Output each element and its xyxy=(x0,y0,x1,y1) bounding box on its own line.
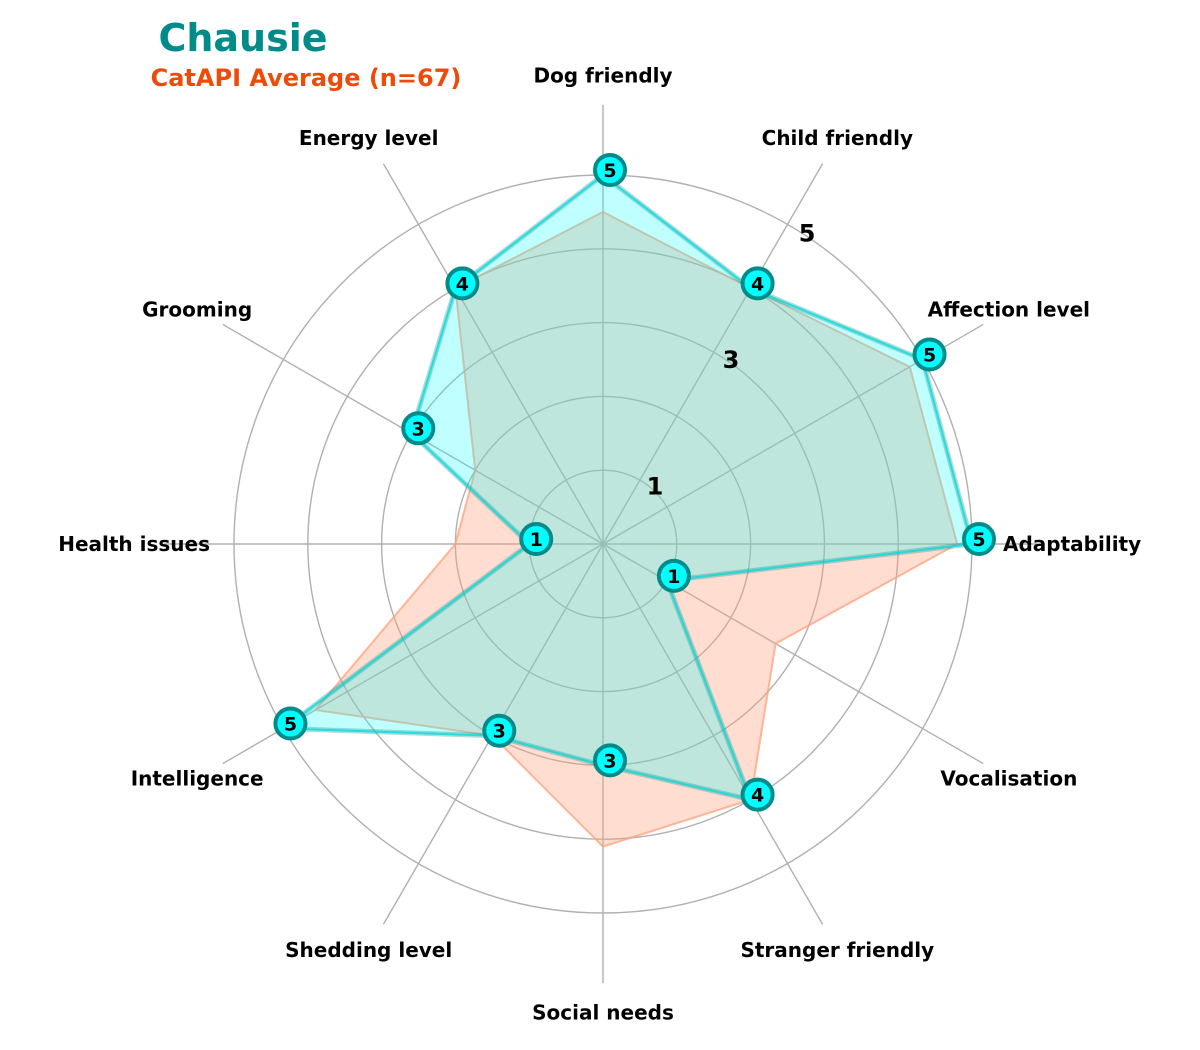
series-0-point-2: 4 xyxy=(740,266,775,301)
series-0-marker-3 xyxy=(593,153,627,187)
axis-label-3: Dog friendly xyxy=(533,63,672,87)
series-0-marker-10 xyxy=(740,777,775,812)
series-0-point-6: 1 xyxy=(519,522,554,556)
chart-title: Chausie xyxy=(158,16,327,60)
series-0-point-11: 1 xyxy=(656,558,691,593)
series-0-marker-7 xyxy=(273,706,308,741)
axis-label-0: Adaptability xyxy=(1003,532,1141,556)
axis-label-9: Social needs xyxy=(532,1001,674,1025)
series-0-point-3: 5 xyxy=(593,153,627,187)
ring-label-0: 1 xyxy=(647,473,664,501)
series-0-point-7: 5 xyxy=(273,706,308,741)
series-0-point-8: 3 xyxy=(482,713,517,748)
series-0-point-9: 3 xyxy=(593,743,627,778)
series-0-marker-8 xyxy=(482,713,517,748)
axis-label-5: Grooming xyxy=(142,298,252,322)
series-0-point-0: 5 xyxy=(962,522,996,556)
series-0-value-label-1: 5 xyxy=(923,345,936,367)
axis-label-1: Affection level xyxy=(928,298,1090,322)
series-0-value-label-10: 4 xyxy=(751,785,764,807)
series-0-value-label-7: 5 xyxy=(284,714,297,736)
ring-label-1: 3 xyxy=(723,346,740,374)
series-0-marker-0 xyxy=(962,522,996,556)
series-0-marker-1 xyxy=(912,337,947,372)
axis-label-8: Shedding level xyxy=(285,938,452,962)
series-0-value-label-11: 1 xyxy=(667,566,680,588)
series-0-area xyxy=(282,174,973,801)
series-0-marker-4 xyxy=(445,266,480,301)
axis-label-2: Child friendly xyxy=(762,126,913,150)
grid-spoke-2 xyxy=(602,163,824,545)
axis-label-7: Intelligence xyxy=(131,766,264,790)
series-0-marker-6 xyxy=(519,522,554,556)
series-0-value-label-2: 4 xyxy=(751,273,764,295)
series-0-value-label-5: 3 xyxy=(412,418,425,440)
series-0-value-label-6: 1 xyxy=(530,529,543,551)
ring-label-2: 5 xyxy=(799,220,816,248)
axis-label-11: Vocalisation xyxy=(940,766,1077,790)
axis-label-10: Stranger friendly xyxy=(740,938,934,962)
series-0-value-label-9: 3 xyxy=(603,750,616,772)
grid-spoke-4 xyxy=(382,163,604,545)
series-0-marker-11 xyxy=(656,558,691,593)
axis-labels: Adaptability Affection level Child friendl… xyxy=(58,63,1141,1024)
series-layer: 5 5 4 5 4 3 1 5 3 3 4 1 xyxy=(273,153,996,848)
series-0-value-label-4: 4 xyxy=(456,273,469,295)
series-0-point-5: 3 xyxy=(401,411,436,446)
series-0-value-label-3: 5 xyxy=(603,160,616,182)
axis-label-4: Energy level xyxy=(299,126,439,150)
radar-grid xyxy=(163,104,1043,984)
series-0-value-label-8: 3 xyxy=(493,721,506,743)
grid-spoke-10 xyxy=(602,543,824,925)
series-0-point-1: 5 xyxy=(912,337,947,372)
chart-subtitle: CatAPI Average (n=67) xyxy=(151,64,462,92)
series-0-marker-5 xyxy=(401,411,436,446)
series-0-marker-2 xyxy=(740,266,775,301)
series-0-point-10: 4 xyxy=(740,777,775,812)
axis-label-6: Health issues xyxy=(58,532,210,556)
series-0-point-4: 4 xyxy=(445,266,480,301)
ring-labels: 1 3 5 xyxy=(647,220,816,501)
series-0-marker-9 xyxy=(593,743,627,778)
series-0-value-label-0: 5 xyxy=(972,529,985,551)
